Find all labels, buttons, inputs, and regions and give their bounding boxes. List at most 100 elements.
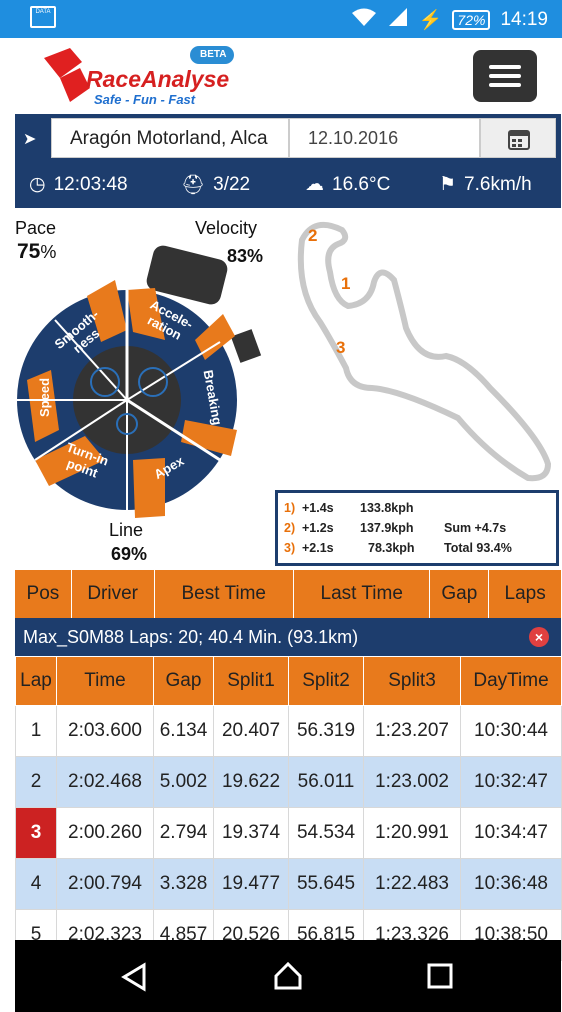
- cell-split3: 1:20.991: [363, 807, 461, 859]
- th-split3[interactable]: Split3: [363, 656, 461, 706]
- cell-gap: 5.002: [153, 756, 214, 808]
- sector-row: 1) +1.4s 133.8kph: [284, 498, 556, 518]
- lap-table: Lap Time Gap Split1 Split2 Split3 DayTim…: [15, 656, 562, 961]
- table-row[interactable]: 4 2:00.794 3.328 19.477 55.645 1:22.483 …: [15, 858, 562, 910]
- clock: 14:19: [500, 9, 548, 30]
- cell-split1: 20.407: [213, 705, 289, 757]
- cell-daytime: 10:32:47: [460, 756, 562, 808]
- sum-value: Sum +4.7s: [444, 521, 507, 535]
- gauge-wheel: [17, 245, 262, 518]
- cell-split1: 19.622: [213, 756, 289, 808]
- system-navigation-bar: [15, 940, 561, 1012]
- total-value: Total 93.4%: [444, 541, 512, 555]
- table-row[interactable]: 2 2:02.468 5.002 19.622 56.011 1:23.002 …: [15, 756, 562, 808]
- th-split1[interactable]: Split1: [213, 656, 289, 706]
- pace-value: 75: [17, 240, 41, 263]
- cell-split1: 19.477: [213, 858, 289, 910]
- table-row[interactable]: 1 2:03.600 6.134 20.407 56.319 1:23.207 …: [15, 705, 562, 757]
- column-laps[interactable]: Laps: [504, 583, 546, 604]
- hamburger-menu-button[interactable]: [473, 50, 537, 102]
- session-summary-bar: Max_S0M88 Laps: 20; 40.4 Min. (93.1km) ×: [15, 618, 561, 656]
- cell-split3: 1:23.002: [363, 756, 461, 808]
- cell-split1: 19.374: [213, 807, 289, 859]
- th-split2[interactable]: Split2: [288, 656, 364, 706]
- column-pos[interactable]: Pos: [15, 570, 72, 618]
- cell-time: 2:00.794: [56, 858, 154, 910]
- calendar-button[interactable]: [480, 118, 556, 158]
- sector-gap: +1.4s: [302, 501, 334, 515]
- cell-time: 2:02.468: [56, 756, 154, 808]
- temperature: 16.6°C: [332, 173, 391, 195]
- sector-number: 2): [284, 521, 296, 535]
- cell-lap-best: 3: [15, 807, 57, 859]
- location-arrow-icon[interactable]: ➤: [23, 131, 37, 148]
- pace-score: 75%: [17, 240, 56, 264]
- wind-icon: ⚑: [439, 174, 457, 195]
- sector-speed: 137.9kph: [360, 521, 414, 535]
- th-lap[interactable]: Lap: [15, 656, 57, 706]
- sector-gap: +1.2s: [302, 521, 334, 535]
- sector-number: 1): [284, 501, 296, 515]
- clock-icon: ◷: [29, 174, 46, 195]
- wind-speed: 7.6km/h: [464, 173, 532, 195]
- cell-split2: 56.319: [288, 705, 364, 757]
- table-row[interactable]: 3 2:00.260 2.794 19.374 54.534 1:20.991 …: [15, 807, 562, 859]
- lap-count: 3/22: [213, 174, 251, 195]
- sector-gap: +2.1s: [302, 541, 334, 555]
- performance-gauge: Pace 75% Velocity 83% Accele- ration Bre…: [15, 210, 285, 570]
- cell-split2: 56.011: [288, 756, 364, 808]
- calendar-icon: [508, 130, 530, 150]
- th-gap[interactable]: Gap: [153, 656, 214, 706]
- cell-time: 2:02.323: [56, 909, 154, 961]
- sector-marker-1: 1: [341, 274, 351, 293]
- sector-row: 3) +2.1s 78.3kph Total 93.4%: [284, 538, 556, 558]
- pace-unit: %: [40, 242, 57, 262]
- sector-speed: 133.8kph: [360, 501, 414, 515]
- sector-summary-box: 1) +1.4s 133.8kph 2) +1.2s 137.9kph Sum …: [275, 490, 559, 566]
- th-time[interactable]: Time: [56, 656, 154, 706]
- sim-icon: DATA: [30, 6, 56, 28]
- column-driver[interactable]: Driver: [72, 570, 155, 618]
- column-best-time[interactable]: Best Time: [155, 570, 294, 618]
- cell-split2: 55.645: [288, 858, 364, 910]
- battery-indicator: 72%: [452, 10, 491, 30]
- cell-lap: 2: [15, 756, 57, 808]
- th-daytime[interactable]: DayTime: [460, 656, 562, 706]
- back-icon[interactable]: [120, 962, 150, 992]
- app-bar: BETA RaceAnalyse Safe - Fun - Fast: [15, 38, 561, 114]
- track-location-input[interactable]: Aragón Motorland, Alca: [51, 118, 289, 158]
- beta-badge: BETA: [200, 49, 227, 60]
- cell-time: 2:00.260: [56, 807, 154, 859]
- velocity-label: Velocity: [195, 218, 258, 238]
- helmet-icon: ⛑: [181, 175, 206, 196]
- race-analyse-logo[interactable]: BETA RaceAnalyse Safe - Fun - Fast: [40, 44, 240, 110]
- logo-tagline: Safe - Fun - Fast: [94, 92, 196, 107]
- column-gap[interactable]: Gap: [430, 570, 490, 618]
- logo-name: RaceAnalyse: [86, 66, 230, 92]
- menu-icon-bar: [489, 83, 521, 87]
- signal-icon: [387, 7, 409, 33]
- recent-apps-icon[interactable]: [427, 963, 453, 989]
- cell-gap: 3.328: [153, 858, 214, 910]
- sector-row: 2) +1.2s 137.9kph Sum +4.7s: [284, 518, 556, 538]
- cell-daytime: 10:30:44: [460, 705, 562, 757]
- status-bar: DATA ⚡ 72% 14:19: [0, 0, 562, 38]
- cell-split3: 1:23.207: [363, 705, 461, 757]
- cell-daytime: 10:36:48: [460, 858, 562, 910]
- wifi-icon: [351, 7, 377, 33]
- sector-speed: 78.3kph: [368, 541, 415, 555]
- session-info-bar: ◷ 12:03:48 ⛑ 3/22 ☁ 16.6°C ⚑ 7.6km/h: [15, 162, 561, 208]
- session-time: 12:03:48: [53, 173, 128, 195]
- cell-lap: 1: [15, 705, 57, 757]
- menu-icon: [489, 65, 521, 69]
- cell-time: 2:03.600: [56, 705, 154, 757]
- home-icon[interactable]: [272, 960, 304, 992]
- velocity-value: 83%: [227, 246, 264, 266]
- close-session-button[interactable]: ×: [529, 627, 549, 647]
- track-map: 2 1 3: [290, 210, 560, 490]
- session-summary-text: Max_S0M88 Laps: 20; 40.4 Min. (93.1km): [23, 627, 359, 647]
- lap-table-header: Lap Time Gap Split1 Split2 Split3 DayTim…: [15, 656, 562, 706]
- segment-speed[interactable]: Speed: [37, 377, 53, 418]
- column-last-time[interactable]: Last Time: [294, 570, 431, 618]
- date-input[interactable]: 12.10.2016: [289, 118, 480, 158]
